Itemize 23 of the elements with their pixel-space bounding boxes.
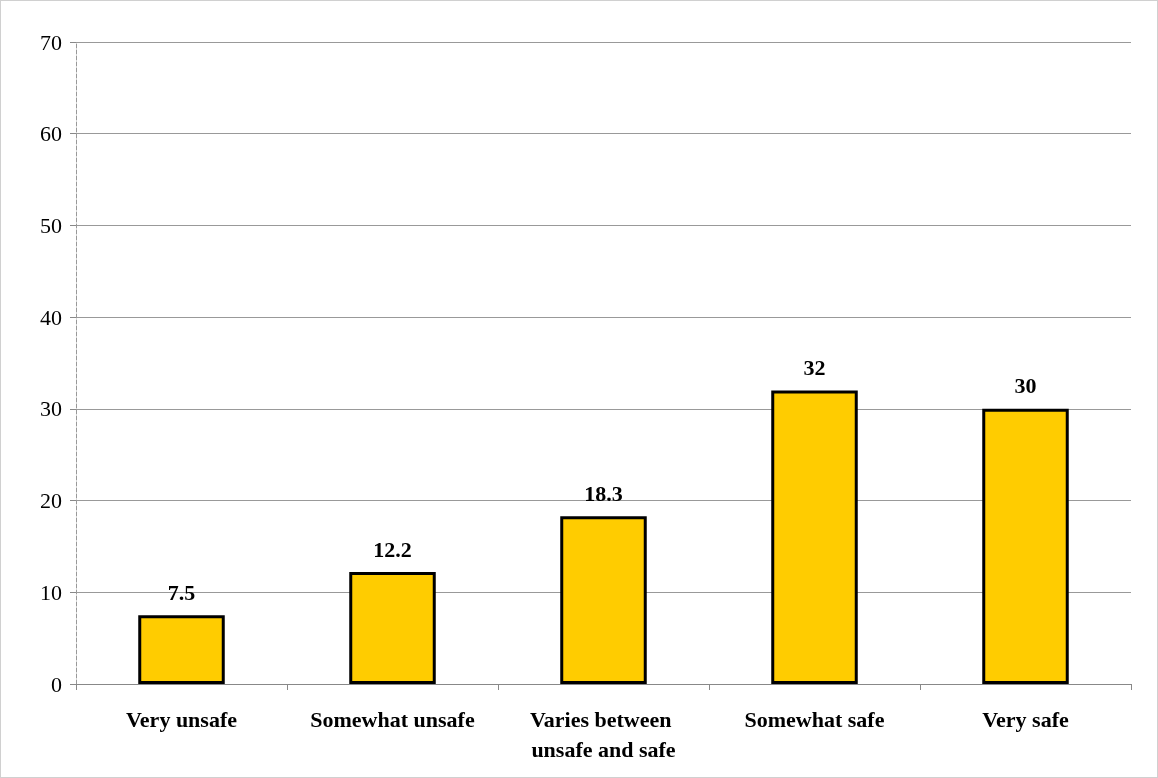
y-tick-label: 20 — [40, 488, 62, 514]
data-label: 7.5 — [167, 579, 196, 605]
bar — [560, 516, 647, 684]
data-label: 18.3 — [584, 480, 623, 506]
bar — [138, 615, 225, 684]
y-tick-label: 0 — [51, 671, 62, 697]
x-tick-label: Very unsafe — [125, 706, 238, 732]
y-tick-label: 70 — [40, 29, 62, 55]
bar — [982, 408, 1069, 684]
data-label: 32 — [803, 355, 826, 381]
data-label: 30 — [1014, 373, 1037, 399]
x-tick-label: Very safe — [982, 706, 1069, 732]
x-tick-label: Somewhat unsafe — [310, 706, 475, 732]
x-tick-label: Somewhat safe — [744, 706, 885, 732]
y-tick-label: 30 — [40, 396, 62, 422]
data-label: 12.2 — [373, 536, 412, 562]
y-tick-label: 10 — [40, 579, 62, 605]
x-tick-label: Varies between unsafe and safe — [529, 706, 678, 762]
bar — [349, 572, 436, 684]
y-tick-label: 40 — [40, 304, 62, 330]
y-tick-label: 60 — [40, 121, 62, 147]
y-tick-label: 50 — [40, 212, 62, 238]
bar — [771, 390, 858, 684]
